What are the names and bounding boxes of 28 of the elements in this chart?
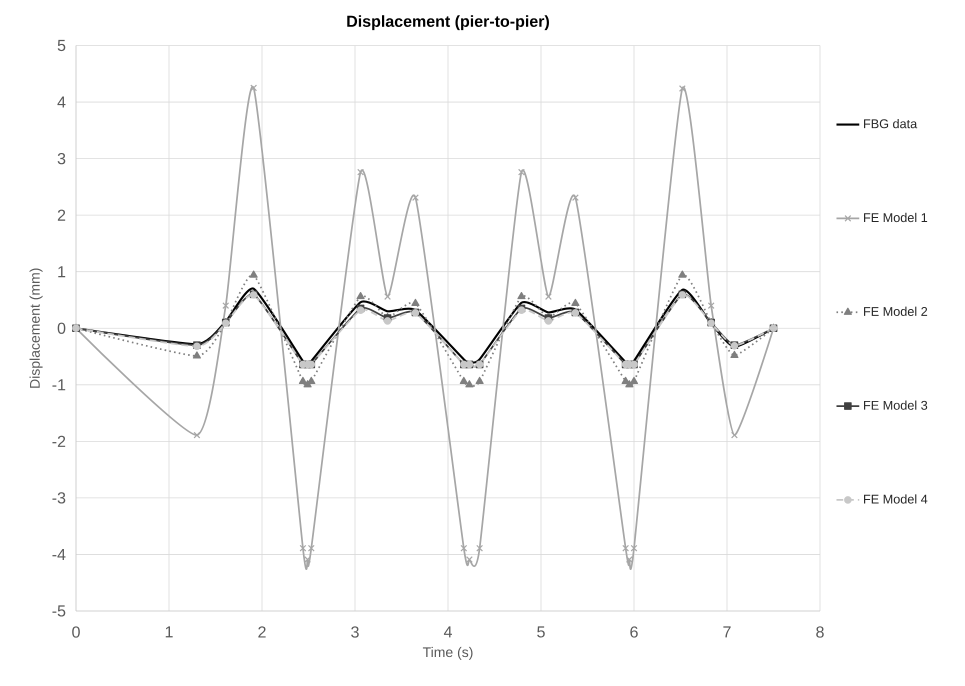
x-axis-title: Time (s) — [422, 646, 473, 660]
legend-label: FE Model 2 — [864, 306, 928, 316]
x-tick-label: 2 — [258, 626, 266, 638]
x-tick-label: 3 — [351, 626, 359, 638]
x-tick-label: 4 — [444, 626, 452, 638]
y-tick-label: -3 — [52, 492, 66, 504]
legend-label: FBG data — [864, 118, 918, 128]
x-tick-label: 1 — [166, 626, 173, 638]
x-tick-label: 6 — [630, 626, 638, 638]
chart-title: Displacement (pier-to-pier) — [347, 15, 549, 30]
y-tick-label: -2 — [52, 436, 66, 447]
y-tick-label: 3 — [58, 152, 66, 164]
legend-label: FE Model 3 — [864, 400, 928, 410]
y-tick-label: 2 — [58, 210, 66, 221]
y-tick-label: 1 — [58, 266, 66, 278]
y-tick-label: -5 — [52, 605, 66, 617]
y-tick-label: 0 — [58, 322, 66, 334]
x-tick-label: 5 — [537, 626, 545, 638]
y-tick-label: 5 — [58, 40, 66, 52]
y-tick-label: -1 — [52, 379, 66, 390]
y-tick-label: -4 — [52, 548, 66, 560]
legend-label: FE Model 1 — [864, 212, 928, 222]
x-tick-label: 7 — [723, 626, 731, 638]
legend-label: FE Model 4 — [864, 494, 928, 504]
x-tick-label: 0 — [72, 626, 80, 638]
x-tick-label: 8 — [816, 626, 824, 638]
y-tick-label: 4 — [57, 96, 66, 108]
y-axis-title: Displacement (mm) — [30, 268, 43, 388]
